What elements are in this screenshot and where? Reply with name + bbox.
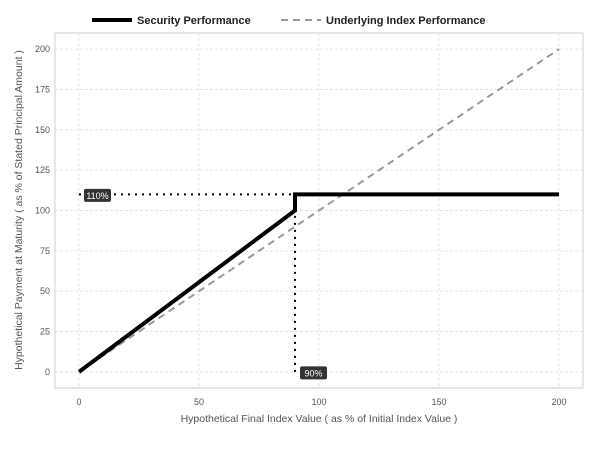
y-tick-label: 200 xyxy=(35,44,50,54)
y-tick-label: 50 xyxy=(40,286,50,296)
y-tick-label: 25 xyxy=(40,327,50,337)
x-tick-label: 200 xyxy=(551,397,566,407)
x-axis-title: Hypothetical Final Index Value ( as % of… xyxy=(181,413,458,425)
y-axis-title: Hypothetical Payment at Maturity ( as % … xyxy=(13,50,25,370)
reference-lines xyxy=(79,193,296,372)
callout-label-110-pct: 110% xyxy=(86,191,108,201)
series-line-security-performance xyxy=(77,192,559,374)
y-tick-label: 150 xyxy=(35,125,50,135)
callout-box-110-pct xyxy=(84,188,111,202)
x-tick-label: 0 xyxy=(76,397,81,407)
callout-box-90-pct xyxy=(300,366,327,380)
x-tick-label: 100 xyxy=(311,397,326,407)
y-tick-label: 125 xyxy=(35,165,50,175)
series-lines xyxy=(77,48,560,374)
series-line-underlying-index-performance xyxy=(78,48,560,373)
callouts: 110% 90% xyxy=(84,188,327,380)
legend-label-security-performance: Security Performance xyxy=(137,15,251,27)
y-tick-label: 100 xyxy=(35,206,50,216)
legend-label-underlying-index-performance: Underlying Index Performance xyxy=(326,15,486,27)
callout-label-90-pct: 90% xyxy=(304,368,322,378)
x-tick-label: 150 xyxy=(431,397,446,407)
y-tick-label: 0 xyxy=(45,367,50,377)
grid-lines xyxy=(55,33,583,388)
x-tick-label: 50 xyxy=(194,397,204,407)
y-tick-label: 75 xyxy=(40,246,50,256)
y-tick-label: 175 xyxy=(35,84,50,94)
legend: Security Performance Underlying Index Pe… xyxy=(92,15,486,27)
tick-labels: 0 50 100 150 200 0 25 50 75 100 125 150 175 200 xyxy=(35,44,567,407)
